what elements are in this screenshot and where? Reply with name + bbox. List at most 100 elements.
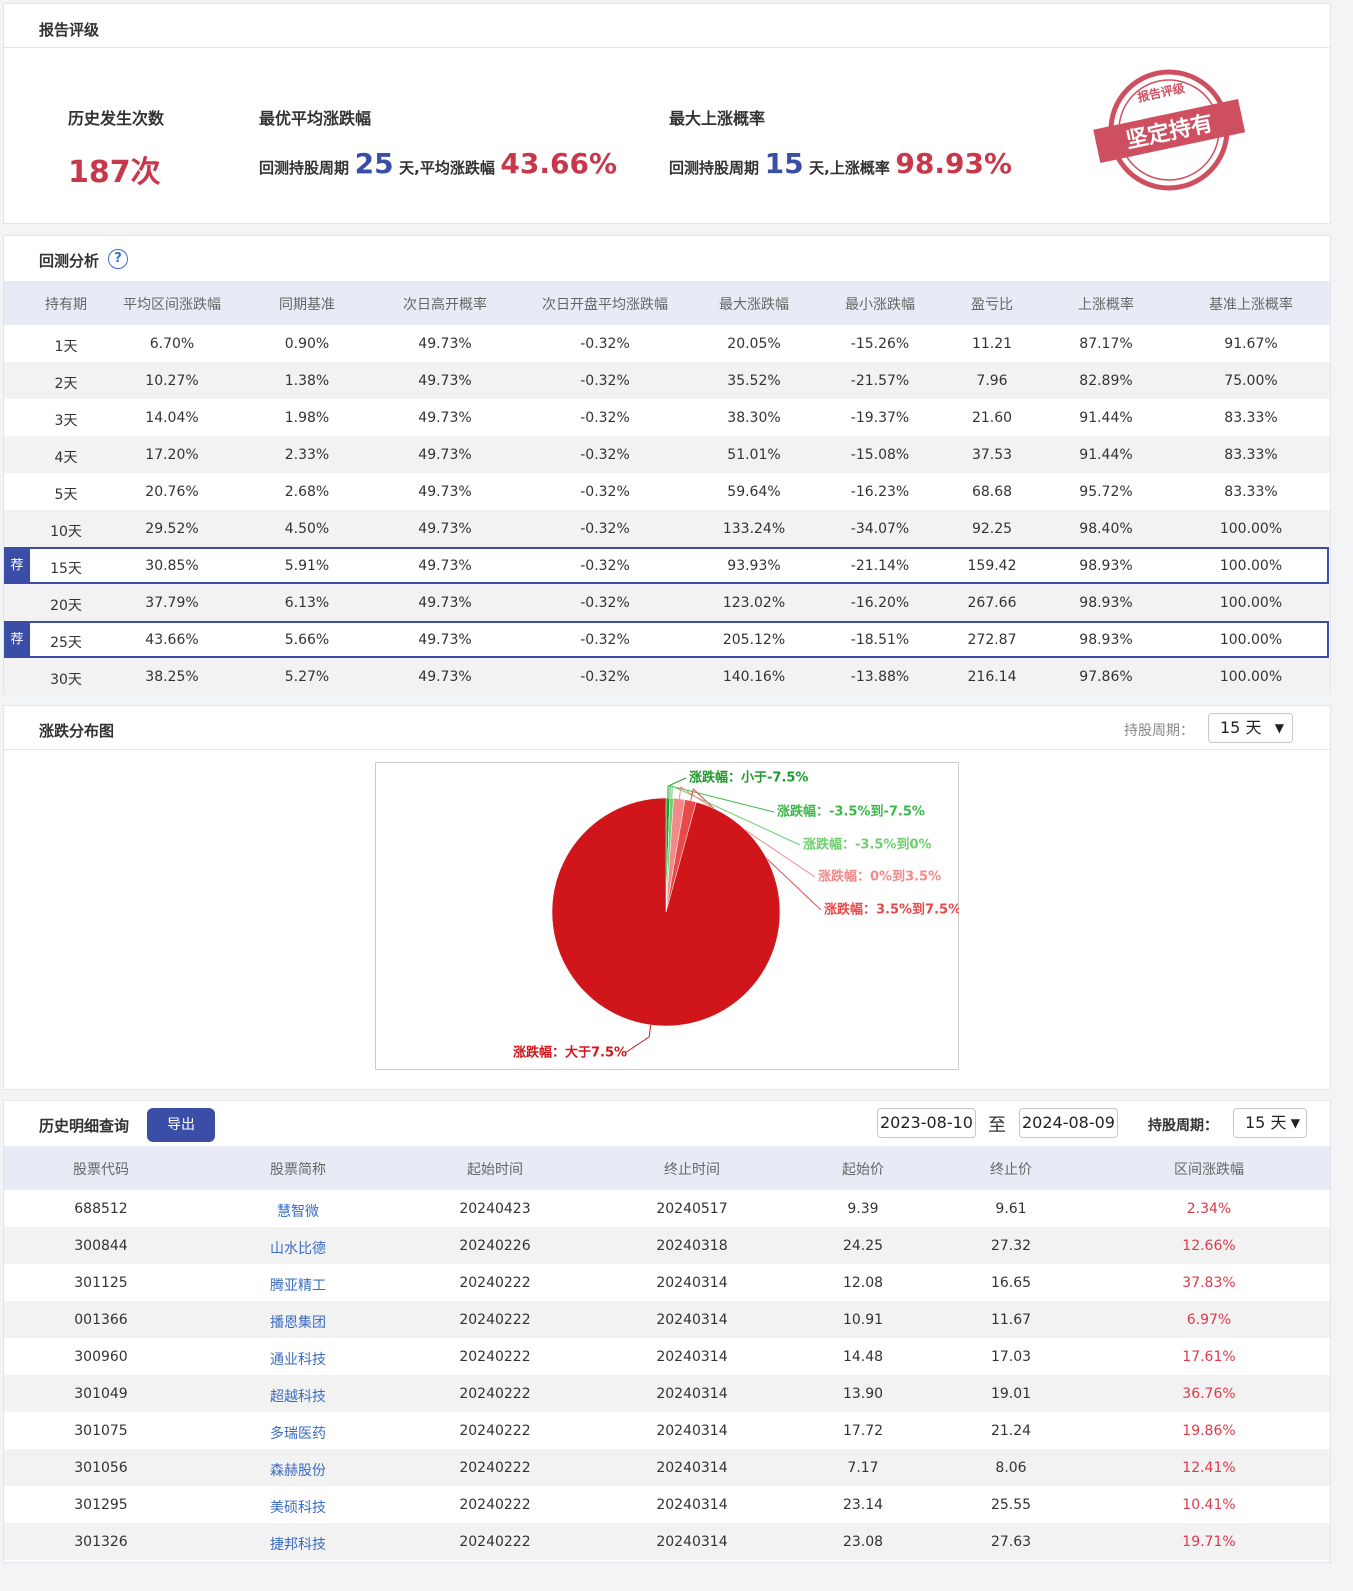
period-select[interactable]: 15 天 ▼ — [1208, 713, 1293, 743]
table-cell: 20240314 — [656, 1349, 728, 1365]
table-cell: 20240423 — [459, 1201, 531, 1217]
stat-label: 最优平均涨跌幅 — [259, 109, 372, 128]
row-label: 301056 — [74, 1460, 128, 1476]
table-cell: 20240314 — [656, 1423, 728, 1439]
table-cell: 100.00% — [1219, 669, 1283, 685]
recommended-outline — [4, 547, 1329, 584]
table-cell[interactable]: 播恩集团 — [270, 1315, 326, 1331]
table-cell: 51.01% — [727, 447, 781, 463]
table-cell: 49.73% — [418, 373, 472, 389]
column-header: 起始价 — [842, 1162, 884, 1178]
period-value: 15 天 — [1245, 1113, 1287, 1132]
table-cell: -0.32% — [580, 484, 630, 500]
export-button[interactable]: 导出 — [147, 1108, 215, 1142]
backtest-panel: 回测分析 ? 持有期 平均区间涨跌幅 同期基准 次日高开概率 次日开盘平均涨跌幅 最大涨跌… — [3, 235, 1331, 695]
table-row — [4, 1301, 1330, 1338]
table-cell: 23.08 — [842, 1534, 884, 1550]
table-cell: 91.44% — [1079, 447, 1133, 463]
table-cell: 49.73% — [418, 521, 472, 537]
panel-title: 报告评级 — [39, 21, 100, 39]
table-cell: 20240314 — [656, 1460, 728, 1476]
column-header: 次日高开概率 — [403, 297, 487, 313]
table-cell: 17.20% — [145, 447, 199, 463]
row-label: 301075 — [74, 1423, 128, 1439]
table-cell: -0.32% — [580, 595, 630, 611]
table-cell: 19.86% — [1182, 1423, 1236, 1439]
history-panel: 历史明细查询 导出 2023-08-10 至 2024-08-09 持股周期： … — [3, 1100, 1331, 1563]
table-cell: 100.00% — [1219, 558, 1283, 574]
table-cell: 17.03 — [990, 1349, 1032, 1365]
table-cell: -19.37% — [850, 410, 910, 426]
stamp-top: 报告评级 — [1136, 80, 1186, 105]
row-label: 20天 — [50, 598, 82, 614]
table-cell: 83.33% — [1224, 410, 1278, 426]
table-cell: 49.73% — [418, 632, 472, 648]
table-cell: 123.02% — [722, 595, 786, 611]
divider — [4, 749, 1330, 750]
table-cell: 20240517 — [656, 1201, 728, 1217]
table-cell: -0.32% — [580, 336, 630, 352]
table-cell: 14.48 — [842, 1349, 884, 1365]
table-cell: -15.08% — [850, 447, 910, 463]
table-row — [4, 362, 1330, 399]
table-cell[interactable]: 森赫股份 — [270, 1463, 326, 1479]
column-header: 盈亏比 — [971, 297, 1013, 313]
column-header: 起始时间 — [467, 1162, 523, 1178]
table-header-bg — [4, 281, 1330, 325]
row-label: 300960 — [74, 1349, 128, 1365]
help-icon[interactable]: ? — [108, 249, 128, 269]
table-cell: 20240222 — [459, 1312, 531, 1328]
table-cell: 2.68% — [284, 484, 330, 500]
table-cell: 49.73% — [418, 336, 472, 352]
table-cell: 30.85% — [145, 558, 199, 574]
table-cell: 20240314 — [656, 1497, 728, 1513]
table-cell: 91.67% — [1224, 336, 1278, 352]
table-row — [4, 547, 1330, 584]
table-cell[interactable]: 腾亚精工 — [270, 1278, 326, 1294]
column-header: 平均区间涨跌幅 — [123, 297, 221, 313]
row-label: 3天 — [54, 413, 78, 429]
table-cell: -16.20% — [850, 595, 910, 611]
panel-title: 回测分析 — [39, 252, 100, 270]
table-cell: 216.14 — [967, 669, 1017, 685]
panel-title: 涨跌分布图 — [39, 722, 115, 740]
table-cell: 43.66% — [145, 632, 199, 648]
date-separator: 至 — [988, 1115, 1006, 1136]
table-cell: 23.14 — [842, 1497, 884, 1513]
table-cell[interactable]: 慧智微 — [277, 1204, 319, 1220]
table-cell: 38.30% — [727, 410, 781, 426]
table-cell[interactable]: 捷邦科技 — [270, 1537, 326, 1553]
table-cell: -15.26% — [850, 336, 910, 352]
table-cell: 20.76% — [145, 484, 199, 500]
table-cell[interactable]: 超越科技 — [270, 1389, 326, 1405]
table-cell: 98.40% — [1079, 521, 1133, 537]
table-cell: 49.73% — [418, 410, 472, 426]
date-to[interactable]: 2024-08-09 — [1019, 1108, 1118, 1138]
table-cell: 10.27% — [145, 373, 199, 389]
table-cell[interactable]: 山水比德 — [270, 1241, 326, 1257]
table-cell[interactable]: 多瑞医药 — [270, 1426, 326, 1442]
table-cell: -0.32% — [580, 669, 630, 685]
table-row — [4, 658, 1330, 695]
table-cell[interactable]: 美硕科技 — [270, 1500, 326, 1516]
column-header: 持有期 — [45, 297, 87, 313]
period-select[interactable]: 15 天 ▼ — [1233, 1108, 1307, 1138]
date-from[interactable]: 2023-08-10 — [877, 1108, 976, 1138]
table-cell: 20240222 — [459, 1460, 531, 1476]
table-cell: 100.00% — [1219, 521, 1283, 537]
table-cell: 20240222 — [459, 1386, 531, 1402]
table-cell: 97.86% — [1079, 669, 1133, 685]
row-label: 300844 — [74, 1238, 128, 1254]
table-cell: 100.00% — [1219, 595, 1283, 611]
column-header: 终止时间 — [664, 1162, 720, 1178]
table-cell: 49.73% — [418, 669, 472, 685]
stat-value: 98.93% — [895, 147, 1013, 180]
row-label: 001366 — [74, 1312, 128, 1328]
table-cell[interactable]: 通业科技 — [270, 1352, 326, 1368]
recommended-outline — [4, 621, 1329, 658]
table-cell: 16.65 — [990, 1275, 1032, 1291]
row-label: 688512 — [74, 1201, 128, 1217]
table-cell: -16.23% — [850, 484, 910, 500]
pie-chart: 涨跌幅：小于-7.5% 涨跌幅：-3.5%到-7.5% 涨跌幅：-3.5%到0% 涨跌… — [375, 762, 959, 1070]
leader-line — [669, 785, 775, 813]
